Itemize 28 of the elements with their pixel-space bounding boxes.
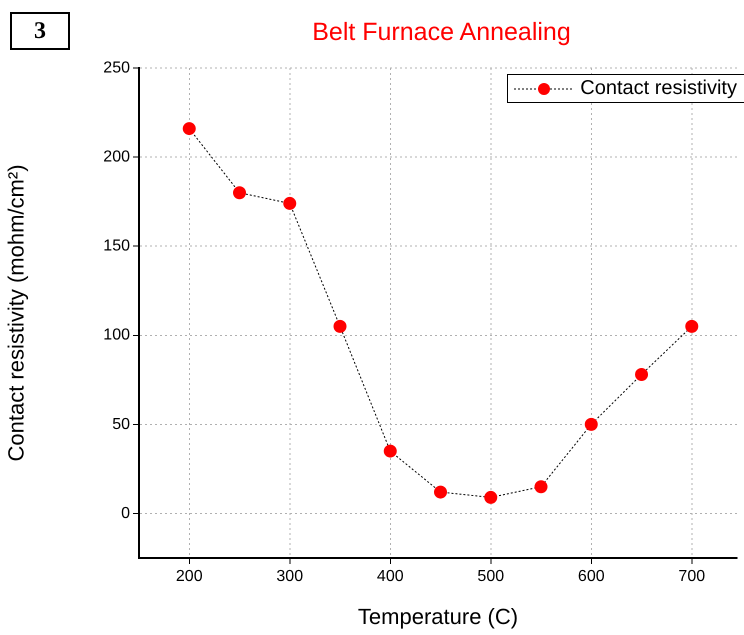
y-tick-label: 0 [121, 504, 130, 522]
point [233, 186, 246, 200]
x-tick-label: 400 [376, 568, 404, 586]
y-tick-label: 100 [103, 326, 130, 344]
chart-title: Belt Furnace Annealing [311, 18, 572, 47]
x-tick-label: 300 [276, 568, 304, 586]
x-tick-label: 600 [578, 568, 605, 586]
point [635, 368, 648, 381]
x-tick-label: 700 [678, 568, 706, 586]
y-tick-label: 250 [103, 59, 130, 76]
x-tick-label: 200 [176, 568, 203, 586]
point [283, 196, 296, 210]
y-axis-title: Contact resistivity (mohm/cm²) [3, 164, 28, 462]
x-axis-title: Temperature (C) [358, 604, 518, 629]
point [384, 444, 397, 458]
text: 3 [10, 12, 70, 50]
point [334, 320, 347, 333]
point [484, 490, 498, 504]
point [584, 418, 598, 431]
x-tick-label: 500 [477, 568, 504, 586]
y-tick-label: 150 [103, 238, 130, 255]
point [685, 320, 698, 333]
y-tick-label: 200 [103, 148, 130, 166]
point [182, 122, 196, 136]
point [534, 480, 548, 494]
y-tick-label: 50 [112, 416, 130, 433]
legend-label: Contact resistivity [580, 77, 737, 100]
point [434, 486, 448, 499]
